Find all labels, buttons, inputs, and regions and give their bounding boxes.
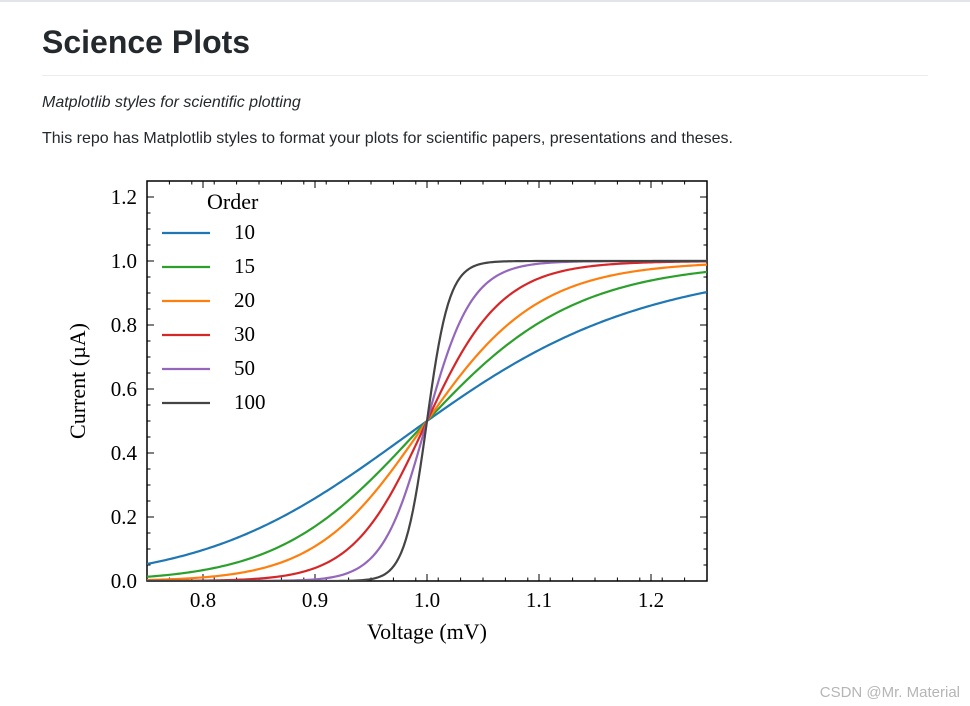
series-group: [147, 261, 707, 581]
y-tick-label: 0.0: [111, 569, 137, 593]
y-tick-label: 0.6: [111, 377, 137, 401]
legend-label: 10: [234, 220, 255, 244]
y-tick-label: 0.4: [111, 441, 138, 465]
series-line-order-100: [147, 261, 707, 581]
page-title: Science Plots: [42, 24, 928, 61]
x-tick-label: 0.9: [302, 588, 328, 612]
x-tick-label: 1.1: [526, 588, 552, 612]
readme-content: Science Plots Matplotlib styles for scie…: [0, 2, 970, 651]
title-divider: [42, 75, 928, 76]
legend-label: 30: [234, 322, 255, 346]
x-axis-label: Voltage (mV): [367, 619, 487, 644]
legend-title: Order: [207, 189, 259, 214]
y-tick-label: 1.2: [111, 185, 137, 209]
y-tick-label: 0.8: [111, 313, 137, 337]
legend-label: 50: [234, 356, 255, 380]
x-tick-label: 0.8: [190, 588, 216, 612]
legend-label: 100: [234, 390, 266, 414]
y-axis-label: Current (µA): [65, 323, 90, 439]
y-tick-label: 0.2: [111, 505, 137, 529]
legend-label: 20: [234, 288, 255, 312]
x-tick-label: 1.2: [638, 588, 664, 612]
legend-label: 15: [234, 254, 255, 278]
chart-container: 0.8 0.9 1.0 1.1 1.2 0.0 0.2 0.4 0.6 0.8 1.0 1.2 Volt…: [52, 166, 928, 651]
x-tick-label: 1.0: [414, 588, 440, 612]
y-tick-label: 1.0: [111, 249, 137, 273]
science-plot-chart: 0.8 0.9 1.0 1.1 1.2 0.0 0.2 0.4 0.6 0.8 1.0 1.2 Volt…: [52, 166, 752, 646]
plot-frame: [147, 181, 707, 581]
description: This repo has Matplotlib styles to forma…: [42, 130, 928, 148]
subtitle: Matplotlib styles for scientific plottin…: [42, 94, 928, 112]
watermark: CSDN @Mr. Material: [820, 684, 960, 701]
